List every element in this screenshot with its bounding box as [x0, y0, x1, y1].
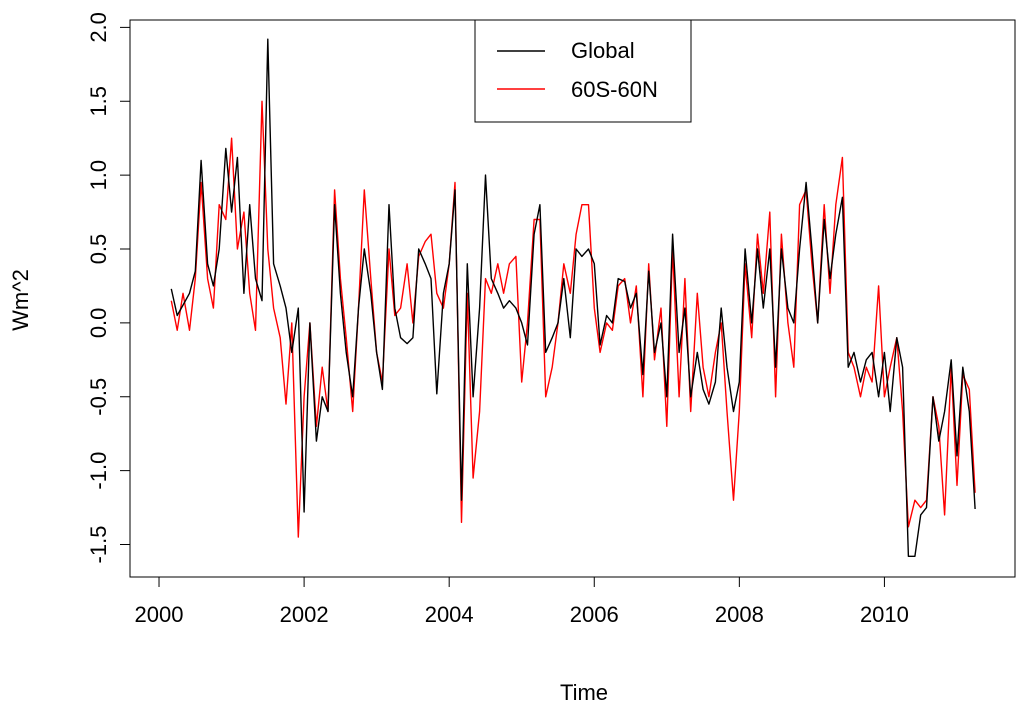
x-tick-label: 2006 [570, 602, 619, 627]
y-axis: -1.5 -1.0 -0.5 0.0 0.5 1.0 1.5 2.0 [86, 12, 131, 564]
x-axis: 2000 2002 2004 2006 2008 2010 [135, 576, 909, 627]
x-axis-label: Time [560, 680, 608, 705]
legend-label-60s-60n: 60S-60N [571, 77, 658, 102]
y-tick-label: 1.5 [86, 86, 111, 117]
x-tick-label: 2000 [135, 602, 184, 627]
y-tick-label: 0.0 [86, 308, 111, 339]
x-tick-label: 2004 [425, 602, 474, 627]
legend: Global 60S-60N [474, 19, 692, 123]
y-tick-label: -1.5 [86, 526, 111, 564]
y-tick-label: -1.0 [86, 452, 111, 490]
x-tick-label: 2008 [715, 602, 764, 627]
y-tick-label: 0.5 [86, 234, 111, 265]
y-tick-label: 2.0 [86, 12, 111, 43]
x-tick-label: 2010 [860, 602, 909, 627]
series-line-60s-60n [170, 100, 976, 538]
series-layer [170, 38, 976, 557]
y-axis-label: Wm^2 [8, 269, 33, 331]
legend-box [474, 19, 692, 123]
y-tick-label: -0.5 [86, 378, 111, 416]
x-tick-label: 2002 [280, 602, 329, 627]
legend-label-global: Global [571, 38, 635, 63]
y-tick-label: 1.0 [86, 160, 111, 191]
series-line-global [170, 38, 976, 557]
